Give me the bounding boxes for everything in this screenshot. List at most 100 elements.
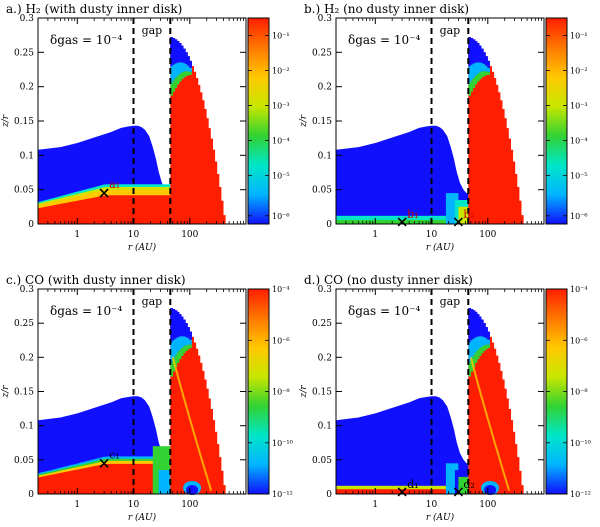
- outer-disk-step-24: [518, 470, 522, 494]
- outer-top-cyan-1: [470, 64, 474, 81]
- outer-disk-step-4: [178, 314, 182, 494]
- colorbar-tick-label: 10⁻¹²: [272, 490, 293, 499]
- outer-disk-step-12: [195, 348, 199, 494]
- outer-top-cyan-9: [189, 339, 192, 345]
- outer-disk-step-21: [512, 161, 516, 224]
- outer-top-green-0: [170, 362, 173, 377]
- outer-disk-step-6: [480, 319, 484, 494]
- outer-top-green-9: [487, 344, 490, 348]
- y-tick-label: 0.3: [318, 14, 333, 24]
- x-axis-label: r (AU): [426, 242, 455, 253]
- colorbar-tick-label: 10⁻⁶: [272, 336, 290, 345]
- outer-top-green-6: [480, 346, 484, 354]
- panel-title: c.) CO (with dusty inner disk): [6, 273, 186, 287]
- outer-top-green-2: [472, 355, 476, 368]
- outer-top-green-0: [468, 83, 471, 96]
- outer-disk-step-9: [189, 60, 192, 225]
- outer-top-green-7: [483, 345, 486, 351]
- outer-disk-step-12: [195, 78, 199, 224]
- outer-top-cyan-7: [185, 337, 188, 346]
- outer-disk-step-17: [206, 118, 209, 224]
- outer-top-green-1: [172, 359, 176, 372]
- outer-disk-step-13: [495, 355, 499, 494]
- y-tick-label: 0: [28, 220, 34, 230]
- colorbar-tick-label: 10⁻⁶: [272, 212, 290, 221]
- y-axis-label: z/r: [299, 385, 309, 399]
- outer-top-blue-3: [176, 41, 180, 63]
- outer-top-blue-9: [487, 331, 490, 340]
- y-tick-label: 0.15: [312, 388, 332, 398]
- outer-top-blue-9: [487, 60, 490, 68]
- outer-top-cyan-7: [483, 337, 486, 346]
- outer-top-blue-8: [485, 327, 488, 339]
- outer-disk-step-17: [504, 388, 507, 494]
- y-axis-label: z/r: [1, 385, 11, 399]
- colorbar: [247, 17, 270, 225]
- outer-top-green-3: [474, 352, 478, 363]
- colorbar-tick-label: 10⁻⁵: [570, 172, 588, 181]
- outer-disk-step-14: [199, 92, 203, 224]
- colorbar-tick-label: 10⁻⁶: [570, 336, 588, 345]
- outer-top-cyan-9: [189, 67, 192, 73]
- panel-c: gap δgas = 10⁻⁴ c₁ 1 10 100 r (AU) 0 0.05 0.1 0.15…: [1, 273, 293, 523]
- outer-top-cyan-7: [483, 64, 486, 72]
- outer-top-cyan-0: [468, 342, 471, 363]
- outer-disk-step-4: [178, 43, 182, 224]
- outer-top-cyan-6: [182, 336, 186, 347]
- outer-top-blue-7: [483, 323, 486, 337]
- panel-title: b.) H₂ (no dusty inner disk): [304, 2, 469, 16]
- outer-top-cyan-1: [172, 64, 176, 81]
- outer-disk-step-24: [220, 470, 224, 494]
- outer-top-cyan-5: [478, 336, 482, 349]
- x-axis-label: r (AU): [128, 242, 157, 253]
- outer-top-cyan-4: [178, 62, 182, 74]
- outer-top-green-7: [185, 71, 188, 77]
- panel-d: gap δgas = 10⁻⁴ d₁ d₂ 1 10 100 r (AU) 0 0.05 0.1 0.…: [299, 273, 591, 523]
- outer-top-green-5: [180, 72, 184, 80]
- outer-top-cyan-2: [472, 63, 476, 79]
- delta-gas-annotation: δgas = 10⁻⁴: [50, 304, 123, 318]
- outer-top-green-9: [189, 72, 192, 75]
- y-axis-label: z/r: [299, 114, 309, 128]
- outer-disk-step-12: [493, 78, 497, 224]
- outer-top-cyan-9: [487, 339, 490, 345]
- inner-layer-3: [38, 463, 171, 494]
- outer-disk-step-3: [474, 41, 478, 224]
- outer-top-cyan-8: [485, 65, 488, 72]
- outer-top-blue-5: [478, 316, 482, 337]
- outer-top-cyan-0: [170, 66, 173, 84]
- outer-top-blue-4: [476, 43, 480, 63]
- outer-top-blue-3: [474, 311, 478, 338]
- colorbar-tick-label: 10⁻⁸: [272, 388, 290, 397]
- y-tick-label: 0.1: [20, 422, 34, 432]
- outer-top-green-3: [474, 75, 478, 85]
- outer-disk-step-7: [483, 52, 486, 224]
- outer-top-green-2: [174, 355, 178, 368]
- outer-disk-step-25: [222, 485, 226, 494]
- outer-top-green-5: [180, 348, 184, 356]
- outer-disk-step-0: [170, 308, 173, 494]
- outer-top-green-6: [182, 346, 186, 354]
- y-tick-label: 0.2: [20, 83, 34, 93]
- outer-disk-step-5: [180, 45, 184, 225]
- outer-disk-step-25: [520, 485, 524, 494]
- outer-top-cyan-3: [176, 62, 180, 76]
- y-tick-label: 0.2: [318, 83, 332, 93]
- outer-top-blue-3: [474, 41, 478, 63]
- outer-top-green-9: [189, 344, 192, 348]
- outer-disk-step-15: [499, 100, 503, 224]
- colorbar-tick-label: 10⁻⁶: [570, 212, 588, 221]
- outer-top-cyan-2: [174, 63, 178, 79]
- outer-disk-step-5: [180, 316, 184, 494]
- outer-disk-step-9: [487, 331, 490, 494]
- outer-disk-step-3: [176, 41, 180, 224]
- y-tick-label: 0: [326, 490, 332, 500]
- outer-top-blue-2: [174, 310, 178, 339]
- outer-top-blue-6: [480, 48, 484, 64]
- panel-title: a.) H₂ (with dusty inner disk): [6, 2, 182, 16]
- outer-top-blue-5: [180, 45, 184, 63]
- outer-top-cyan-4: [476, 336, 480, 351]
- outer-top-blue-4: [476, 314, 480, 337]
- x-tick-label: 10: [426, 230, 438, 240]
- outer-top-green-0: [468, 362, 471, 377]
